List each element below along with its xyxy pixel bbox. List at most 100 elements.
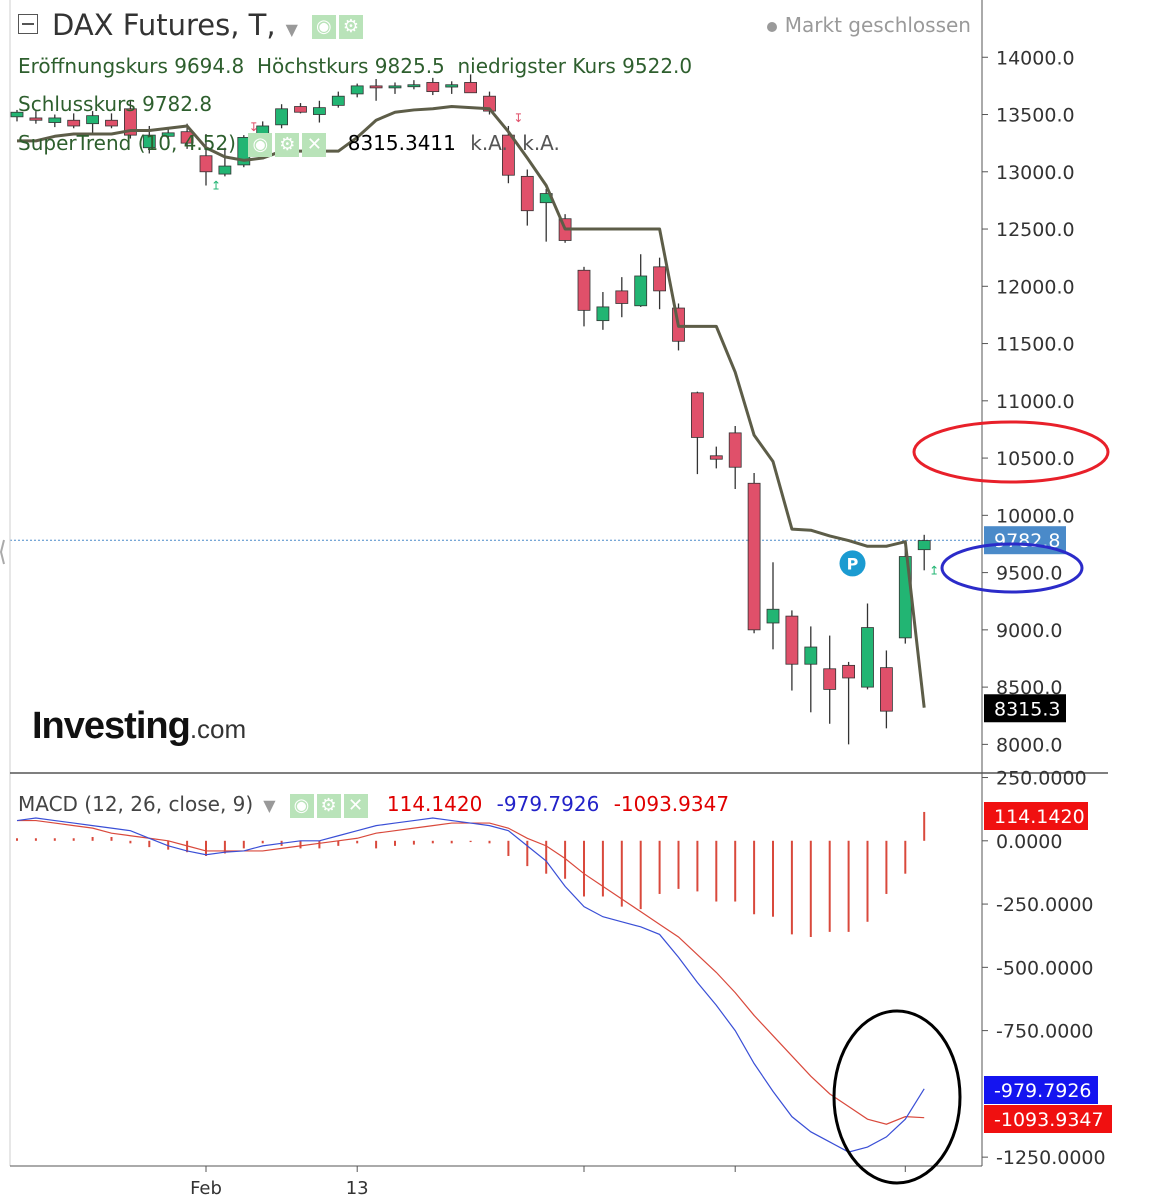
candle-body [634, 275, 648, 307]
close-icon[interactable]: ✕ [302, 132, 327, 157]
candle [861, 603, 874, 690]
supertrend-line [17, 105, 926, 708]
candle-body [86, 115, 99, 125]
candle [10, 109, 24, 122]
price-tick-label: 12000.0 [996, 276, 1075, 298]
candle [29, 111, 43, 124]
macd-hist-tag-box [984, 802, 1088, 830]
logo-suffix: .com [189, 714, 247, 744]
status-dot-icon [766, 21, 777, 32]
candle-body [464, 82, 478, 94]
close-icon[interactable]: ✕ [343, 793, 368, 818]
candle [369, 79, 383, 101]
candle [577, 266, 591, 327]
candle-body [218, 165, 232, 175]
high-label: Höchstkurs [256, 54, 369, 78]
candle [501, 125, 515, 184]
price-tick-label: 13500.0 [996, 105, 1075, 127]
market-status: Markt geschlossen [766, 13, 971, 37]
candle-body [596, 306, 610, 322]
macd-tick-label: -250.0000 [996, 894, 1094, 916]
price-tick-label: 8500.0 [996, 677, 1062, 699]
supertrend-label: SuperTrend (10, 4.52) [18, 131, 236, 155]
macd-panel[interactable] [16, 811, 926, 1153]
low-label: niedrigster Kurs [457, 54, 616, 78]
candle [898, 543, 912, 644]
pivot-marker-icon [839, 550, 866, 577]
candle [653, 257, 666, 310]
candle-body [842, 664, 855, 679]
macd-tick-label: -750.0000 [996, 1021, 1094, 1043]
blue-ellipse [940, 542, 1084, 594]
candle [294, 103, 307, 114]
candle-body [161, 132, 175, 137]
open-label: Eröffnungskurs [18, 54, 168, 78]
candle [917, 534, 931, 571]
down-arrow-icon: ↧ [513, 111, 523, 125]
pivot-marker-label: P [847, 554, 859, 573]
candle [199, 133, 213, 186]
candle [691, 391, 704, 475]
macd-signal-tag: -1093.9347 [984, 1105, 1112, 1133]
candle [124, 100, 137, 139]
macd-hist-tag-text: 114.1420 [994, 806, 1085, 828]
supertrend-na-2: k.A. [522, 131, 560, 155]
candle [105, 113, 118, 129]
eye-icon[interactable]: ◉ [248, 132, 273, 157]
price-tick-label: 8000.0 [996, 734, 1062, 756]
macd-hist-value: 114.1420 [386, 792, 483, 816]
candle [804, 626, 818, 713]
candle [67, 113, 81, 129]
candle-body [350, 85, 364, 95]
axes-layer: 14000.0 13500.0 13000.0 12500.0 12000.0 11500… [0, 0, 1112, 1199]
macd-tick-label: -500.0000 [996, 957, 1094, 979]
candle-body [407, 84, 421, 88]
candle-body [766, 608, 780, 624]
eye-icon[interactable]: ◉ [311, 15, 336, 39]
candle [464, 74, 478, 94]
dropdown-caret-icon[interactable]: ▼ [263, 796, 276, 815]
candle-body [861, 627, 874, 688]
chart-title: DAX Futures, T, [52, 8, 276, 42]
candle-body [180, 131, 194, 144]
candle-body [67, 119, 81, 127]
candle [747, 472, 761, 634]
candle [331, 91, 345, 108]
macd-line-tag-box [984, 1076, 1098, 1104]
dropdown-caret-icon[interactable]: ▼ [285, 20, 298, 39]
eye-icon[interactable]: ◉ [289, 793, 314, 818]
candle [161, 128, 175, 148]
candle-body [48, 117, 62, 123]
macd-signal-tag-text: -1093.9347 [994, 1109, 1104, 1131]
time-tick-label: 13 [346, 1178, 369, 1198]
price-tick-label: 11000.0 [996, 391, 1075, 413]
price-tick-label: 9500.0 [996, 563, 1062, 585]
collapse-icon[interactable] [18, 14, 38, 34]
candle [86, 111, 99, 134]
candle-body [29, 117, 43, 121]
supertrend-legend: SuperTrend (10, 4.52) ◉ ⚙ ✕ 8315.3411 k.A.… [18, 131, 560, 157]
open-value: 9694.8 [174, 54, 245, 78]
supertrend-tag: 8315.3 [984, 694, 1066, 723]
candle-body [520, 175, 534, 212]
candle [880, 650, 893, 729]
gear-icon[interactable]: ⚙ [316, 793, 341, 818]
price-panel[interactable]: ↥ ↥ ↧ ↧ P [10, 74, 939, 745]
candle-body [709, 455, 723, 460]
candle-body [10, 111, 24, 118]
candle [842, 661, 855, 745]
candle [823, 635, 837, 724]
price-tick-label: 10500.0 [996, 448, 1075, 470]
gear-icon[interactable]: ⚙ [275, 132, 300, 157]
candle-body [917, 540, 931, 551]
candle-body [142, 134, 156, 149]
macd-hist-tag: 114.1420 [984, 802, 1088, 830]
macd-signal-value: -1093.9347 [613, 792, 730, 816]
candle [142, 125, 156, 154]
price-tick-label: 10000.0 [996, 505, 1075, 527]
gear-icon[interactable]: ⚙ [338, 15, 363, 39]
supertrend-value: 8315.3411 [347, 131, 456, 155]
macd-legend: MACD (12, 26, close, 9) ▼ ◉ ⚙ ✕ 114.1420 -97… [18, 792, 729, 818]
